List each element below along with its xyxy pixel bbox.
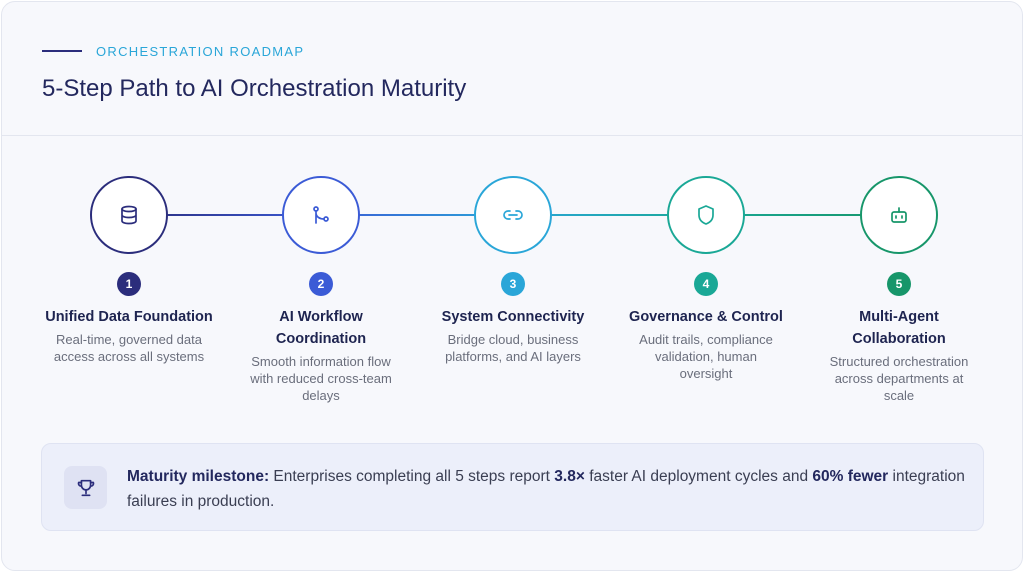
step-description: Smooth information flow with reduced cros… (221, 353, 421, 404)
step-description: Real-time, governed data access across al… (29, 331, 229, 365)
step-icon (503, 210, 523, 220)
description-line: across departments at (834, 371, 964, 386)
step-number: 4 (694, 272, 718, 296)
description-line: delays (302, 388, 340, 403)
title-line: Multi-Agent (859, 309, 939, 325)
description-line: Structured orchestration (829, 354, 969, 369)
step-description: Structured orchestration across departmen… (799, 353, 999, 404)
milestone-label: Maturity milestone: (127, 468, 270, 485)
step: 2 AI Workflow Coordination Smooth informati… (221, 176, 421, 404)
step-circle (860, 176, 938, 254)
milestone-text: Maturity milestone: Enterprises completi… (127, 464, 967, 514)
step-description: Audit trails, compliance validation, huma… (606, 331, 806, 382)
segment: 3.8× (554, 468, 585, 485)
description-line: with reduced cross-team (250, 371, 392, 386)
step-icon (891, 207, 907, 223)
step-title: Governance & Control (606, 306, 806, 328)
milestone: Maturity milestone: Enterprises completi… (41, 443, 984, 531)
step-title: Unified Data Foundation (29, 306, 229, 328)
description-line: access across all systems (53, 349, 205, 364)
description-line: Smooth information flow (251, 354, 391, 369)
step: 5 Multi-Agent Collaboration Structured orch… (799, 176, 999, 404)
step: 1 Unified Data Foundation Real-time, gover… (29, 176, 229, 365)
step-title: AI Workflow Coordination (221, 306, 421, 350)
step-circle (282, 176, 360, 254)
eyebrow: ORCHESTRATION ROADMAP (96, 44, 305, 59)
step-number: 3 (501, 272, 525, 296)
header: ORCHESTRATION ROADMAP 5-Step Path to AI … (2, 2, 1022, 136)
title-line: Collaboration (852, 331, 946, 347)
step-number: 2 (309, 272, 333, 296)
title-line: System Connectivity (441, 309, 585, 325)
segment: Enterprises completing all 5 steps repor… (273, 468, 550, 485)
step-number: 5 (887, 272, 911, 296)
step-title: System Connectivity (413, 306, 613, 328)
description-line: scale (883, 388, 915, 403)
title: 5-Step Path to AI Orchestration Maturity (42, 75, 467, 102)
eyebrow-line (42, 50, 82, 52)
step-icon (698, 205, 714, 225)
title-line: Coordination (275, 331, 367, 347)
step-circle (474, 176, 552, 254)
description-line: Audit trails, compliance (639, 332, 773, 347)
step-circle (90, 176, 168, 254)
description-line: validation, human (655, 349, 757, 364)
step: 4 Governance & Control Audit trails, compl… (606, 176, 806, 382)
step-icon (313, 206, 329, 224)
description-line: Bridge cloud, business (447, 332, 579, 347)
title-line: AI Workflow (279, 309, 363, 325)
segment: 60% fewer (812, 468, 889, 485)
step-circle (667, 176, 745, 254)
step-description: Bridge cloud, business platforms, and AI … (413, 331, 613, 365)
description-line: Real-time, governed data (56, 332, 202, 347)
segment: faster AI deployment cycles and (589, 468, 809, 485)
title-line: Governance & Control (629, 309, 783, 325)
description-line: platforms, and AI layers (445, 349, 581, 364)
step-number: 1 (117, 272, 141, 296)
step-icon (121, 205, 137, 225)
step-title: Multi-Agent Collaboration (799, 306, 999, 350)
step: 3 System Connectivity Bridge cloud, busine… (413, 176, 613, 365)
description-line: oversight (679, 366, 733, 381)
title-line: Unified Data Foundation (45, 309, 213, 325)
segment: integration failures in production. (127, 468, 965, 510)
trophy-icon (64, 466, 107, 509)
